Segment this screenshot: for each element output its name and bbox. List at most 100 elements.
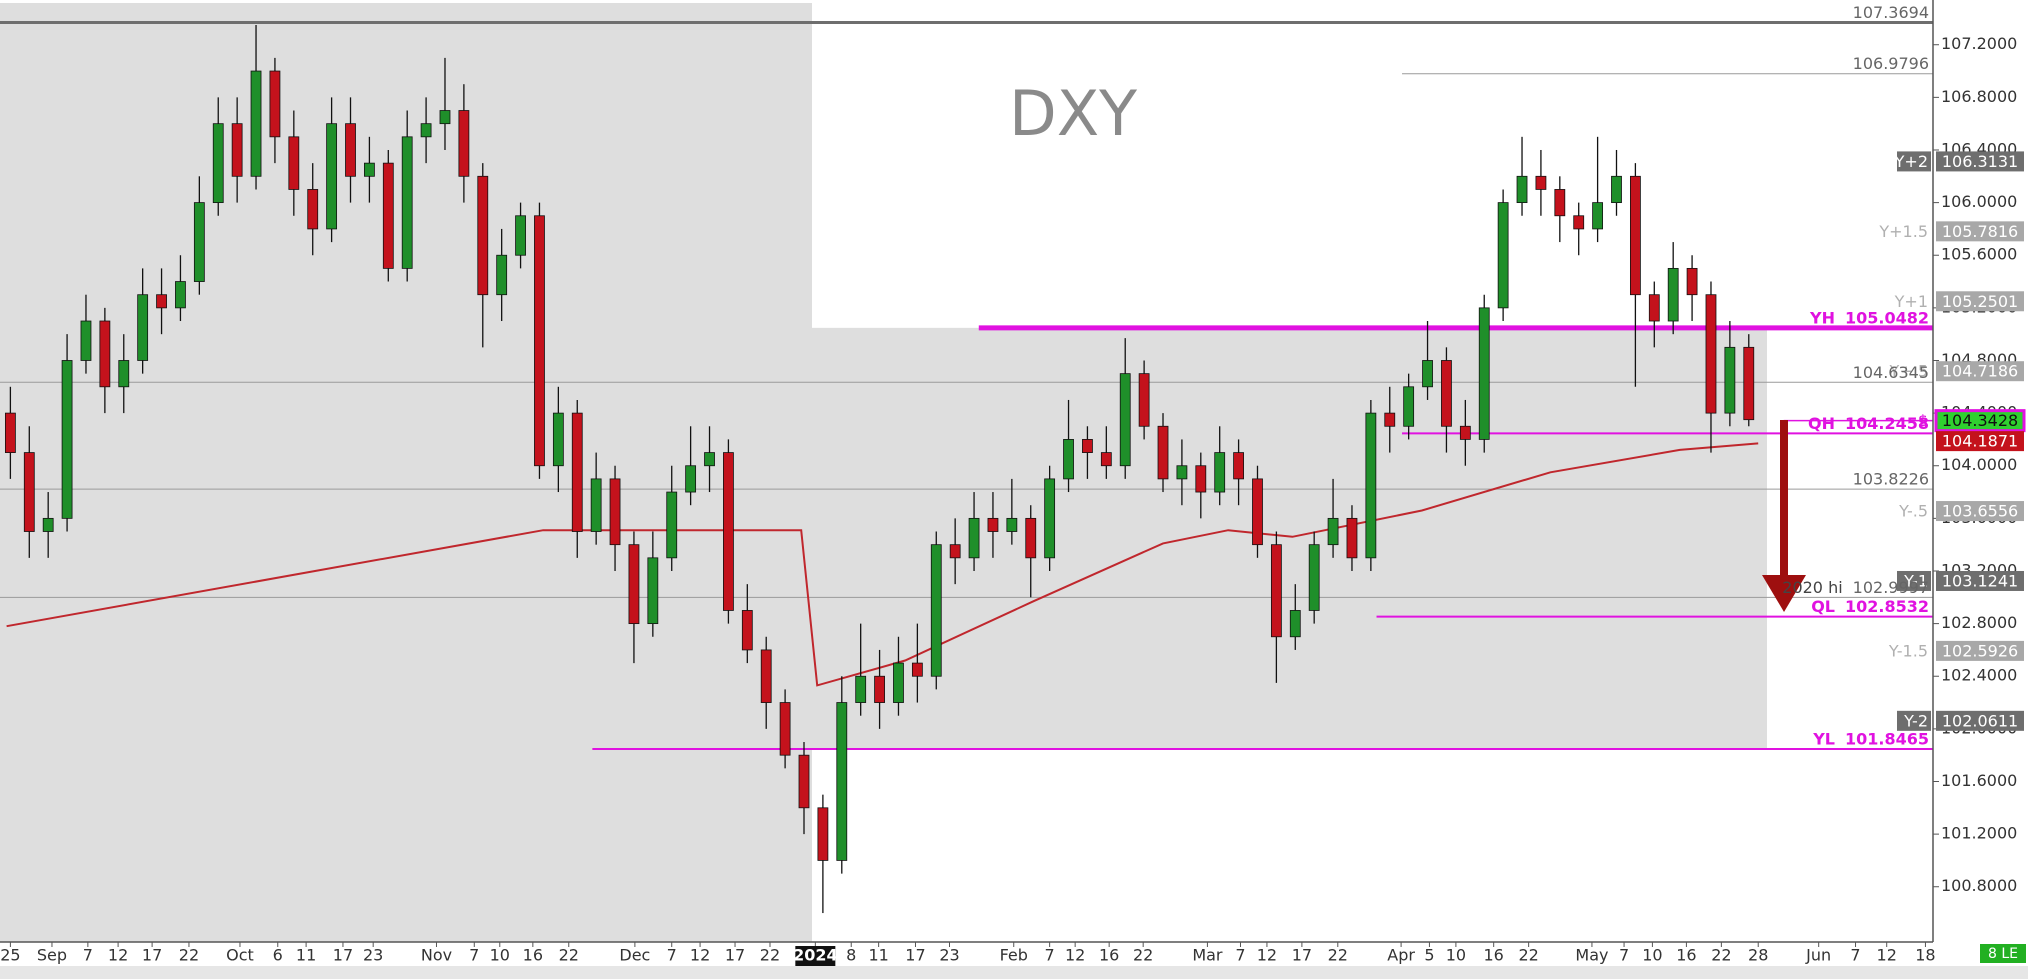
x-tick-label: 7: [1850, 946, 1860, 965]
level-tag: Y+1.5: [1878, 222, 1928, 241]
x-tick-label: 7: [667, 946, 677, 965]
level-tag: Y-1: [1903, 571, 1928, 590]
overlays: [6, 442, 1759, 687]
level-value-box: [1934, 409, 2026, 433]
candle-body: [61, 360, 73, 519]
level-value-box: [1936, 361, 2024, 382]
candle-body: [175, 281, 186, 309]
level-value: 105.7816: [1942, 222, 2018, 241]
x-tick-label: 22: [1518, 946, 1538, 965]
candle-body: [1573, 215, 1585, 230]
candle-body: [534, 215, 545, 467]
y-tick-label: 104.0000: [1941, 455, 2017, 474]
level-tag: YL: [1812, 730, 1835, 749]
candle-body: [23, 452, 35, 532]
candle-body: [326, 123, 338, 230]
x-tick-label: 10: [1642, 946, 1662, 965]
candle-body: [949, 544, 961, 559]
candle-body: [1497, 202, 1509, 309]
corner-label: 8 LE: [1988, 946, 2018, 962]
candle-body: [1478, 307, 1490, 440]
candle-body: [1327, 517, 1339, 546]
candle-body: [118, 360, 130, 388]
level-value: 102.5926: [1942, 641, 2018, 660]
level-tag: QH: [1808, 414, 1835, 433]
candle-body: [968, 517, 980, 559]
level-labels: 107.3694 106.9796 106.3131 Y+2 105.7816 Y+1.5…: [1782, 3, 2026, 749]
candle-body: [855, 675, 867, 703]
candle-body: [1214, 452, 1226, 493]
candle-body: [193, 202, 205, 282]
level-value: 104.7186: [1942, 362, 2018, 381]
candle-body: [382, 162, 394, 269]
candle-body: [515, 215, 526, 256]
x-tick-label: 5: [1424, 946, 1434, 965]
x-tick-label: 22: [179, 946, 199, 965]
level-tag-box: [1897, 710, 1931, 731]
x-tick-label: 17: [333, 946, 353, 965]
candle-body: [798, 754, 810, 809]
candle-body: [987, 517, 999, 532]
level-value-box: [1936, 640, 2024, 661]
x-tick-label: 18: [1915, 946, 1935, 965]
level-value: 102.9997: [1853, 578, 1929, 597]
x-tick-label: 12: [1065, 946, 1085, 965]
candle-body: [1441, 360, 1452, 427]
candle-body: [666, 491, 678, 559]
x-tick-label: 22: [1711, 946, 1731, 965]
corner-badge: [1980, 944, 2026, 963]
candle-body: [1157, 425, 1169, 480]
candle-body: [250, 70, 262, 177]
level-value: 105.0482: [1845, 308, 1929, 327]
candle-body: [99, 320, 111, 388]
level-value: 101.8465: [1845, 730, 1929, 749]
candle-body: [269, 70, 281, 138]
level-value: 106.3131: [1942, 152, 2018, 171]
candle-body: [1459, 425, 1471, 440]
candle-body: [1667, 267, 1679, 322]
x-tick-label: Apr: [1387, 946, 1415, 965]
candle-body: [590, 478, 602, 532]
candle-body: [1270, 544, 1282, 638]
x-tick-label: 11: [868, 946, 888, 965]
y-tick-label: 100.8000: [1941, 876, 2017, 895]
x-tick-label: 10: [1446, 946, 1466, 965]
candle-body: [1705, 294, 1717, 414]
x-tick-label: 23: [939, 946, 959, 965]
x-tick-label: 16: [1484, 946, 1504, 965]
x-tick-label: 17: [1292, 946, 1312, 965]
x-tick-label: Jun: [1805, 946, 1831, 965]
candle-body: [345, 123, 356, 177]
candle-body: [1648, 294, 1660, 322]
candle-body: [288, 136, 300, 190]
candle-body: [552, 412, 564, 467]
candle-body: [836, 702, 848, 861]
x-tick-label: May: [1575, 946, 1608, 965]
level-value: 103.6556: [1942, 502, 2018, 521]
y-tick-label: 102.8000: [1941, 613, 2017, 632]
x-tick-label: 12: [1877, 946, 1897, 965]
candle-body: [741, 610, 753, 651]
candle-body: [817, 807, 829, 861]
x-tick-label: 6: [273, 946, 283, 965]
candle-body: [1119, 373, 1131, 467]
projection-arrowhead: [1762, 575, 1806, 612]
candle-body: [137, 294, 149, 361]
candle-body: [1686, 267, 1698, 296]
x-tick-label: 22: [1328, 946, 1348, 965]
candle-body: [1082, 439, 1093, 453]
x-tick-label: 22: [760, 946, 780, 965]
candle-body: [704, 452, 715, 467]
level-tag: Y-.5: [1898, 502, 1928, 521]
x-tick-label: Mar: [1192, 946, 1223, 965]
candle-body: [42, 517, 54, 532]
x-tick-label: 12: [1257, 946, 1277, 965]
candle-body: [647, 557, 659, 625]
x-tick-label: 25: [0, 946, 20, 965]
candle-body: [1592, 202, 1604, 230]
level-value: 107.3694: [1853, 3, 1929, 22]
candle-body: [496, 254, 508, 296]
level-tag-box: [1897, 151, 1931, 172]
x-tick-label: 12: [690, 946, 710, 965]
candle-body: [1724, 346, 1736, 414]
